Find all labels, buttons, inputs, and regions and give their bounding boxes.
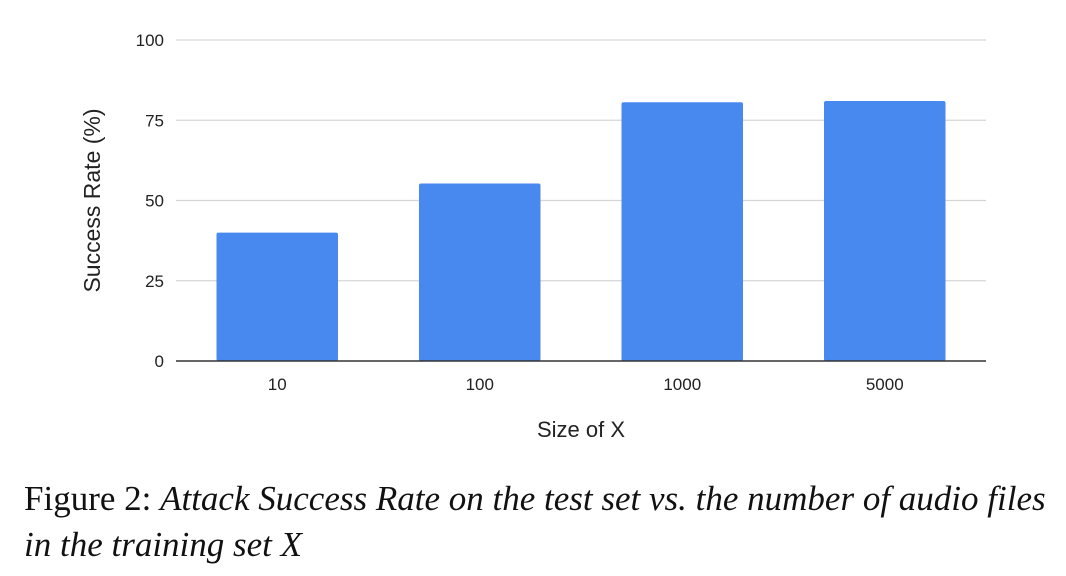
x-axis-title: Size of X — [537, 417, 625, 442]
y-axis-title: Success Rate (%) — [79, 108, 105, 292]
x-tick-label: 100 — [466, 375, 494, 394]
bar — [216, 232, 338, 361]
bar — [419, 183, 541, 361]
chart-svg: 0 25 50 75 100 10 100 1000 5000 Size of X Success … — [79, 31, 986, 442]
y-tick-label: 0 — [155, 352, 164, 371]
x-tick-label: 1000 — [663, 375, 701, 394]
bar-chart: 0 25 50 75 100 10 100 1000 5000 Size of X Success … — [79, 31, 986, 442]
caption-label: Figure 2: — [24, 479, 152, 518]
figure-caption: Figure 2: Attack Success Rate on the tes… — [24, 476, 1054, 568]
y-tick-label: 25 — [145, 272, 164, 291]
y-tick-label: 100 — [136, 31, 164, 50]
y-tick-label: 75 — [145, 111, 164, 130]
caption-text: Attack Success Rate on the test set vs. … — [24, 479, 1046, 564]
x-tick-label: 10 — [268, 375, 287, 394]
bar — [621, 102, 743, 362]
x-tick-label: 5000 — [866, 375, 904, 394]
y-tick-label: 50 — [145, 192, 164, 211]
bar — [824, 100, 946, 362]
